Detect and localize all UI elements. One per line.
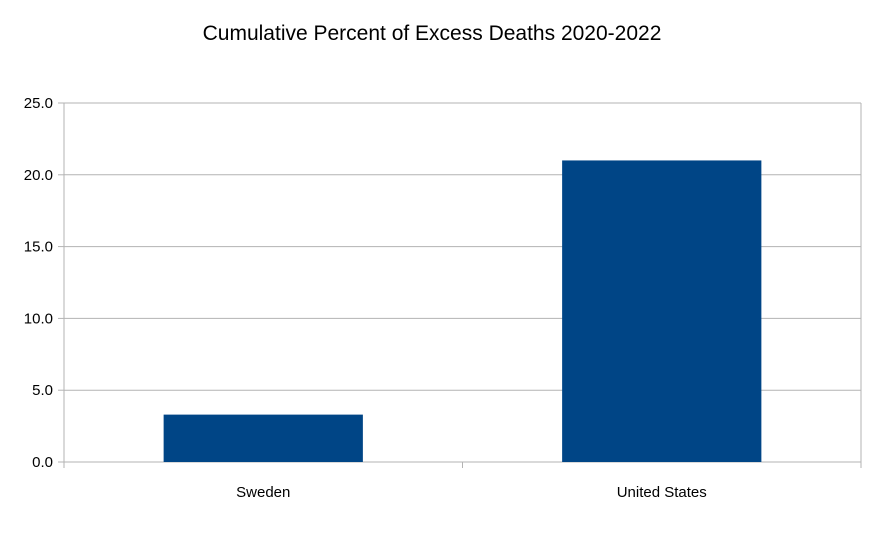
bars bbox=[163, 160, 762, 462]
chart-title: Cumulative Percent of Excess Deaths 2020… bbox=[203, 22, 662, 45]
y-tick-label: 10.0 bbox=[24, 310, 53, 327]
x-category-label: United States bbox=[617, 484, 707, 501]
axis-labels: 0.0 5.0 10.0 15.0 20.0 25.0 Sweden United State… bbox=[24, 95, 707, 501]
bar-sweden bbox=[163, 414, 363, 462]
y-tick-label: 25.0 bbox=[24, 95, 53, 112]
y-tick-label: 5.0 bbox=[32, 382, 53, 399]
y-tick-label: 15.0 bbox=[24, 239, 53, 256]
y-tick-label: 0.0 bbox=[32, 454, 53, 471]
y-tick-label: 20.0 bbox=[24, 167, 53, 184]
bar-united-states bbox=[562, 160, 762, 462]
x-category-label: Sweden bbox=[236, 484, 290, 501]
